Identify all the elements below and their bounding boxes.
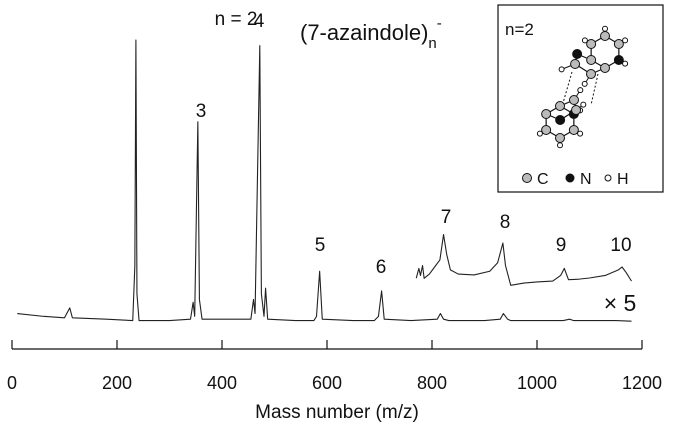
h-atom	[622, 60, 629, 67]
peak-label: 3	[196, 101, 207, 122]
legend-marker	[604, 174, 612, 182]
peak-label: 10	[610, 235, 631, 256]
c-atom	[541, 109, 552, 119]
h-atom	[577, 130, 584, 137]
legend-text: C	[537, 171, 549, 188]
h-atom	[622, 37, 629, 44]
title-main: (7-azaindole)	[300, 20, 428, 45]
h-atom	[577, 87, 584, 94]
c-atom	[570, 59, 581, 69]
c-atom	[555, 133, 565, 143]
legend-marker	[565, 173, 575, 183]
h-bond	[562, 71, 573, 104]
c-atom	[600, 63, 610, 73]
inset: n=2 C N H	[497, 4, 664, 193]
c-atom	[555, 101, 565, 111]
x-tick-label: 1000	[517, 373, 557, 393]
c-atom	[586, 69, 596, 79]
n-atom	[572, 49, 583, 59]
peak-label: 6	[376, 257, 387, 278]
h-bond	[590, 73, 599, 106]
h-atom	[581, 80, 588, 87]
spectrum-line	[415, 234, 632, 286]
c-atom	[586, 55, 597, 65]
c-atom	[586, 39, 597, 49]
h-atom	[557, 142, 563, 149]
chart-title: (7-azaindole)n-	[300, 15, 442, 52]
c-atom	[541, 125, 552, 135]
h-atom	[558, 66, 565, 73]
peak-label: 9	[556, 235, 567, 256]
x-tick-label: 0	[7, 373, 17, 393]
inset-label: n=2	[505, 20, 534, 39]
legend-text: H	[617, 171, 629, 188]
peak-label: n = 2	[215, 9, 258, 30]
h-atom	[580, 101, 587, 108]
scale-label: × 5	[604, 290, 637, 316]
peak-label: 4	[254, 11, 265, 32]
x-tick-label: 600	[312, 373, 342, 393]
title-sup: -	[437, 15, 442, 32]
c-atom	[571, 105, 582, 115]
x-tick-label: 200	[102, 373, 132, 393]
peak-label: 8	[500, 212, 511, 233]
x-axis-title: Mass number (m/z)	[255, 402, 419, 423]
inset-frame	[497, 4, 664, 193]
h-atom	[602, 25, 608, 32]
x-tick-label: 400	[207, 373, 237, 393]
legend-text: N	[580, 171, 592, 188]
title-sub: n	[428, 35, 436, 52]
c-atom	[600, 31, 610, 41]
c-atom	[569, 95, 579, 105]
x-tick-label: 800	[417, 373, 447, 393]
n-atom	[613, 55, 624, 65]
h-atom	[581, 37, 588, 44]
spectrum-line	[17, 39, 632, 322]
h-atom	[536, 130, 543, 137]
peak-label: 7	[441, 207, 452, 228]
c-atom	[613, 39, 624, 49]
legend-marker	[522, 173, 532, 183]
c-atom	[568, 125, 579, 135]
n-atom	[555, 115, 566, 125]
x-tick-label: 1200	[622, 373, 662, 393]
peak-label: 5	[315, 235, 326, 256]
